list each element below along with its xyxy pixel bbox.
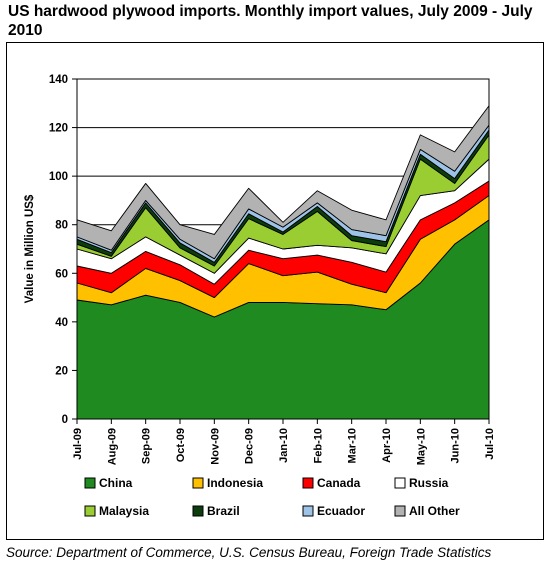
x-tick-label: Jun-10 xyxy=(450,428,462,463)
legend-label-malaysia: Malaysia xyxy=(99,504,149,518)
legend-label-ecuador: Ecuador xyxy=(317,504,365,518)
y-tick-label: 80 xyxy=(55,220,68,232)
x-tick-label: Sep-09 xyxy=(141,428,153,464)
legend: China Indonesia Canada Russia Malaysia Brazil… xyxy=(84,476,460,518)
legend-swatch-indonesia xyxy=(192,477,204,489)
x-tick-label: Mar-10 xyxy=(347,428,359,463)
legend-label-all-other: All Other xyxy=(409,504,460,518)
legend-swatch-malaysia xyxy=(84,505,96,517)
legend-label-indonesia: Indonesia xyxy=(207,476,263,490)
legend-swatch-russia xyxy=(394,477,406,489)
y-tick-label: 120 xyxy=(49,123,68,135)
legend-label-china: China xyxy=(99,476,133,490)
legend-swatch-all-other xyxy=(394,505,406,517)
chart-frame: 0 20 40 60 80 100 120 140 Value in Million US$ Ju… xyxy=(6,42,544,540)
legend-label-russia: Russia xyxy=(409,476,449,490)
y-tick-label: 20 xyxy=(55,365,68,377)
series-areas xyxy=(76,105,490,420)
legend-label-canada: Canada xyxy=(317,476,361,490)
x-tick-label: Dec-09 xyxy=(244,428,256,464)
y-tick-label: 140 xyxy=(49,74,68,86)
x-tick-label: Jul-10 xyxy=(484,428,496,460)
axes: 0 20 40 60 80 100 120 140 Value in Million US$ Ju… xyxy=(24,74,496,465)
y-tick-label: 60 xyxy=(55,268,68,280)
y-tick-label: 0 xyxy=(62,414,68,426)
legend-swatch-ecuador xyxy=(302,505,314,517)
y-tick-label: 40 xyxy=(55,317,68,329)
x-tick-label: Feb-10 xyxy=(312,428,324,463)
legend-swatch-canada xyxy=(302,477,314,489)
x-tick-label: Apr-10 xyxy=(381,428,393,463)
source-note: Source: Department of Commerce, U.S. Cen… xyxy=(6,545,492,560)
legend-label-brazil: Brazil xyxy=(207,504,240,518)
x-tick-label: Aug-09 xyxy=(106,428,118,465)
legend-swatch-brazil xyxy=(192,505,204,517)
y-axis-label: Value in Million US$ xyxy=(24,194,36,303)
y-tick-label: 100 xyxy=(49,171,68,183)
x-tick-label: Nov-09 xyxy=(209,428,221,465)
x-tick-label: May-10 xyxy=(415,428,427,465)
chart-title: US hardwood plywood imports. Monthly imp… xyxy=(8,3,533,39)
legend-swatch-china xyxy=(84,477,96,489)
x-tick-label: Jan-10 xyxy=(278,428,290,463)
x-tick-label: Oct-09 xyxy=(175,428,187,462)
stacked-area-chart: 0 20 40 60 80 100 120 140 Value in Million US$ Ju… xyxy=(24,74,496,518)
x-tick-label: Jul-09 xyxy=(72,428,84,460)
